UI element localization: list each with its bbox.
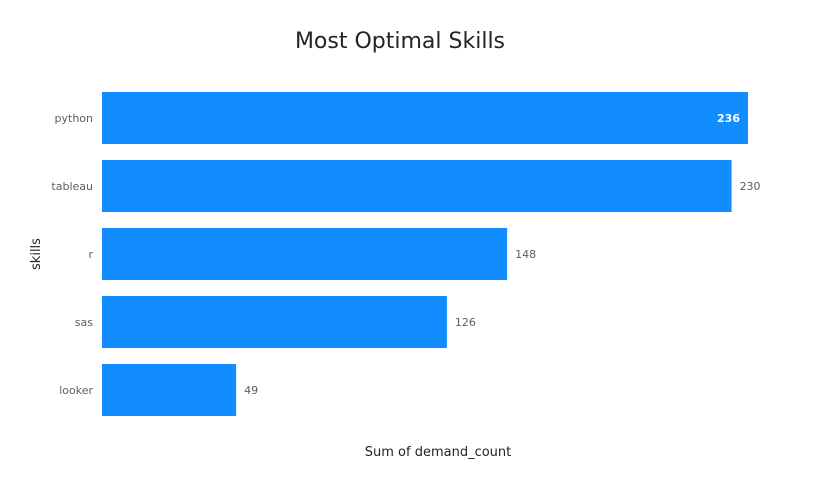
data-label-r: 148 — [515, 248, 536, 261]
y-tick-label-looker: looker — [59, 384, 93, 397]
y-tick-label-python: python — [55, 112, 94, 125]
data-label-sas: 126 — [455, 316, 476, 329]
y-tick-label-sas: sas — [75, 316, 93, 329]
x-axis-title: Sum of demand_count — [365, 445, 512, 460]
data-label-tableau: 230 — [740, 180, 761, 193]
y-tick-label-r: r — [88, 248, 93, 261]
bar-sas[interactable] — [102, 296, 447, 348]
bars-group: python 236 tableau 230 r 148 sas 126 looker 49 — [51, 92, 761, 416]
bar-r[interactable] — [102, 228, 508, 280]
data-label-python: 236 — [717, 112, 740, 125]
data-label-looker: 49 — [244, 384, 258, 397]
y-axis-title: skills — [29, 238, 44, 270]
bar-python[interactable] — [102, 92, 748, 144]
chart-title: Most Optimal Skills — [295, 29, 505, 54]
y-tick-label-tableau: tableau — [51, 180, 93, 193]
bar-tableau[interactable] — [102, 160, 732, 212]
bar-looker[interactable] — [102, 364, 237, 416]
